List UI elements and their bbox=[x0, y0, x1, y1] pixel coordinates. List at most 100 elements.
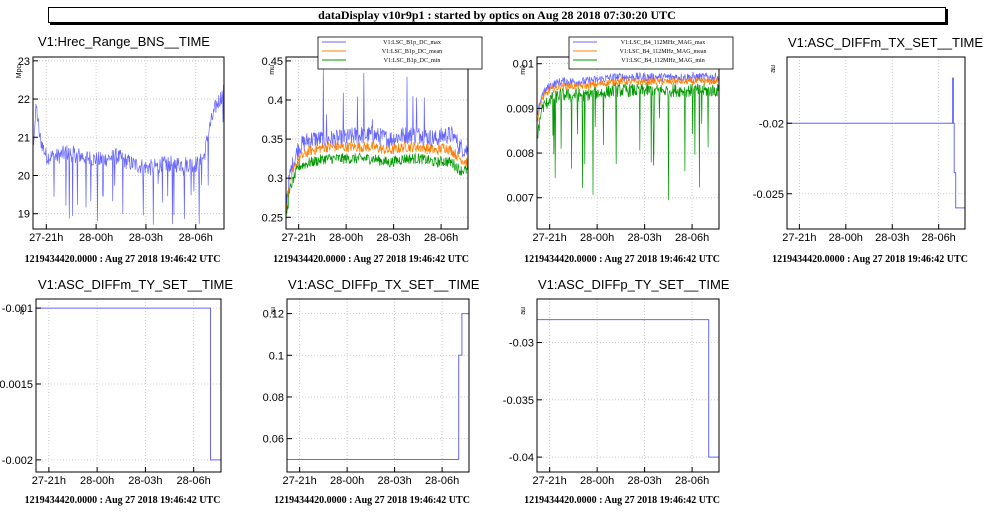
series-line-1 bbox=[33, 84, 224, 225]
plot-panel-1: 19 20 21 22 23 27-21h 28-00h 28-03h 28-06h Mpc V1:… bbox=[16, 34, 225, 265]
y-tick-label: 21 bbox=[18, 132, 30, 144]
y-tick-label: 0.35 bbox=[262, 134, 283, 146]
series-line-2 bbox=[286, 141, 468, 215]
y-tick-label: 20 bbox=[18, 170, 30, 182]
y-tick-label: 0.08 bbox=[263, 392, 284, 404]
plot-timestamp: 1219434420.0000 : Aug 27 2018 19:46:42 U… bbox=[524, 254, 720, 265]
x-tick-label: 27-21h bbox=[282, 232, 316, 244]
plot-data bbox=[787, 77, 965, 209]
x-tick-label: 28-06h bbox=[675, 232, 709, 244]
plot-frame bbox=[786, 56, 966, 230]
y-tick-label: 0.06 bbox=[263, 434, 284, 446]
y-tick-label: -0.03 bbox=[509, 338, 534, 350]
y-axis-unit: Mpc bbox=[16, 65, 23, 79]
plot-timestamp: 1219434420.0000 : Aug 27 2018 19:46:42 U… bbox=[274, 495, 470, 506]
plot-data bbox=[537, 71, 719, 200]
x-tick-label: 27-21h bbox=[32, 475, 66, 487]
series-line-2 bbox=[537, 77, 719, 123]
series-line-1 bbox=[287, 313, 469, 460]
legend-entry: V1:LSC_B4_112MHz_MAG_max bbox=[621, 40, 705, 46]
y-tick-label: -0.001 bbox=[2, 303, 33, 315]
plot-frame bbox=[536, 298, 720, 473]
plot-legend: V1:LSC_B4_112MHz_MAG_max V1:LSC_B4_112MHz… bbox=[568, 36, 734, 70]
x-tick-label: 27-21h bbox=[29, 232, 63, 244]
x-tick-label: 28-06h bbox=[675, 475, 709, 487]
plot-timestamp: 1219434420.0000 : Aug 27 2018 19:46:42 U… bbox=[524, 495, 720, 506]
x-tick-label: 28-03h bbox=[376, 232, 410, 244]
x-tick-label: 28-06h bbox=[424, 232, 458, 244]
plot-timestamp: 1219434420.0000 : Aug 27 2018 19:46:42 U… bbox=[25, 495, 221, 506]
plot-background bbox=[36, 299, 221, 472]
y-tick-label: -0.025 bbox=[753, 189, 784, 201]
plot-panel-5: -0.002 -0.0015 -0.001 27-21h 28-00h 28-03h 28-… bbox=[0, 277, 233, 506]
y-tick-label: -0.02 bbox=[759, 118, 784, 130]
plot-timestamp: 1219434420.0000 : Aug 27 2018 19:46:42 U… bbox=[25, 254, 221, 265]
plot-data bbox=[36, 307, 221, 461]
plot-background bbox=[287, 299, 469, 472]
x-tick-label: 27-21h bbox=[782, 232, 816, 244]
x-tick-label: 28-00h bbox=[329, 232, 363, 244]
plot-panel-4: -0.025 -0.02 27-21h 28-00h 28-03h 28-06h au V1:… bbox=[753, 35, 984, 265]
y-axis-unit: au bbox=[270, 307, 277, 315]
legend-entry: V1:LSC_B1p_DC_min bbox=[384, 58, 441, 64]
x-tick-label: 27-21h bbox=[533, 475, 567, 487]
y-tick-label: 0.3 bbox=[268, 173, 283, 185]
x-tick-label: 28-03h bbox=[627, 232, 661, 244]
x-tick-label: 28-00h bbox=[580, 475, 614, 487]
x-tick-label: 28-03h bbox=[377, 475, 411, 487]
plot-frame bbox=[286, 298, 470, 473]
y-axis-unit: au bbox=[19, 307, 26, 315]
display-title-banner: dataDisplay v10r9p1 : started by optics … bbox=[48, 7, 946, 23]
y-tick-label: 0.007 bbox=[506, 193, 534, 205]
x-tick-label: 28-06h bbox=[425, 475, 459, 487]
plot-data bbox=[537, 319, 719, 458]
plot-frame bbox=[32, 56, 225, 230]
y-tick-label: -0.035 bbox=[503, 395, 534, 407]
x-tick-label: 28-00h bbox=[829, 232, 863, 244]
plot-panel-2: 0.25 0.3 0.35 0.4 0.45 27-21h 28-00h 28-03h 28-0… bbox=[262, 36, 483, 265]
x-tick-label: 28-03h bbox=[129, 232, 163, 244]
plot-panel-7: -0.04 -0.035 -0.03 27-21h 28-00h 28-03h 28-06h… bbox=[503, 277, 730, 506]
series-line-1 bbox=[537, 319, 719, 458]
plot-data bbox=[287, 313, 469, 460]
plot-frame bbox=[35, 298, 222, 473]
plot-background bbox=[33, 57, 224, 229]
plot-title: V1:ASC_DIFFp_TY_SET__TIME bbox=[538, 277, 730, 292]
plot-title: V1:ASC_DIFFm_TY_SET__TIME bbox=[38, 277, 233, 292]
legend-entry: V1:LSC_B4_112MHz_MAG_min bbox=[621, 58, 704, 64]
plot-panel-3: 0.007 0.008 0.009 0.01 27-21h 28-00h 28-03h 28-… bbox=[506, 36, 734, 265]
x-tick-label: 28-06h bbox=[177, 475, 211, 487]
y-axis-unit: au bbox=[520, 307, 527, 315]
y-tick-label: -0.002 bbox=[2, 455, 33, 467]
plot-legend: V1:LSC_B1p_DC_max V1:LSC_B1p_DC_mean V1:LS… bbox=[317, 36, 483, 70]
x-tick-label: 28-00h bbox=[80, 475, 114, 487]
y-tick-label: 0.12 bbox=[263, 309, 284, 321]
y-tick-label: 0.01 bbox=[513, 59, 534, 71]
plot-data bbox=[33, 84, 224, 225]
plot-background bbox=[787, 57, 965, 229]
x-tick-label: 27-21h bbox=[533, 232, 567, 244]
series-line-3 bbox=[537, 83, 719, 200]
y-tick-label: 0.45 bbox=[262, 56, 283, 68]
y-tick-label: 0.1 bbox=[269, 350, 284, 362]
legend-entry: V1:LSC_B4_112MHz_MAG_mean bbox=[619, 49, 706, 55]
y-tick-label: 0.008 bbox=[506, 148, 534, 160]
y-tick-label: -0.0015 bbox=[0, 379, 33, 391]
plot-data bbox=[286, 68, 468, 221]
y-tick-label: 0.009 bbox=[506, 103, 534, 115]
x-tick-label: 28-00h bbox=[330, 475, 364, 487]
plot-timestamp: 1219434420.0000 : Aug 27 2018 19:46:42 U… bbox=[772, 254, 968, 265]
legend-entry: V1:LSC_B1p_DC_max bbox=[383, 40, 441, 46]
x-tick-label: 28-00h bbox=[580, 232, 614, 244]
y-axis-unit: mu bbox=[520, 65, 527, 75]
series-line-3 bbox=[286, 152, 468, 221]
x-tick-label: 28-06h bbox=[179, 232, 213, 244]
y-tick-label: 0.4 bbox=[268, 95, 283, 107]
series-line-1 bbox=[537, 71, 719, 118]
plot-background bbox=[537, 299, 719, 472]
legend-entry: V1:LSC_B1p_DC_mean bbox=[382, 49, 442, 55]
y-tick-label: 23 bbox=[18, 56, 30, 68]
plot-title: V1:ASC_DIFFp_TX_SET__TIME bbox=[288, 277, 480, 292]
x-tick-label: 28-03h bbox=[875, 232, 909, 244]
series-line-1 bbox=[286, 68, 468, 207]
